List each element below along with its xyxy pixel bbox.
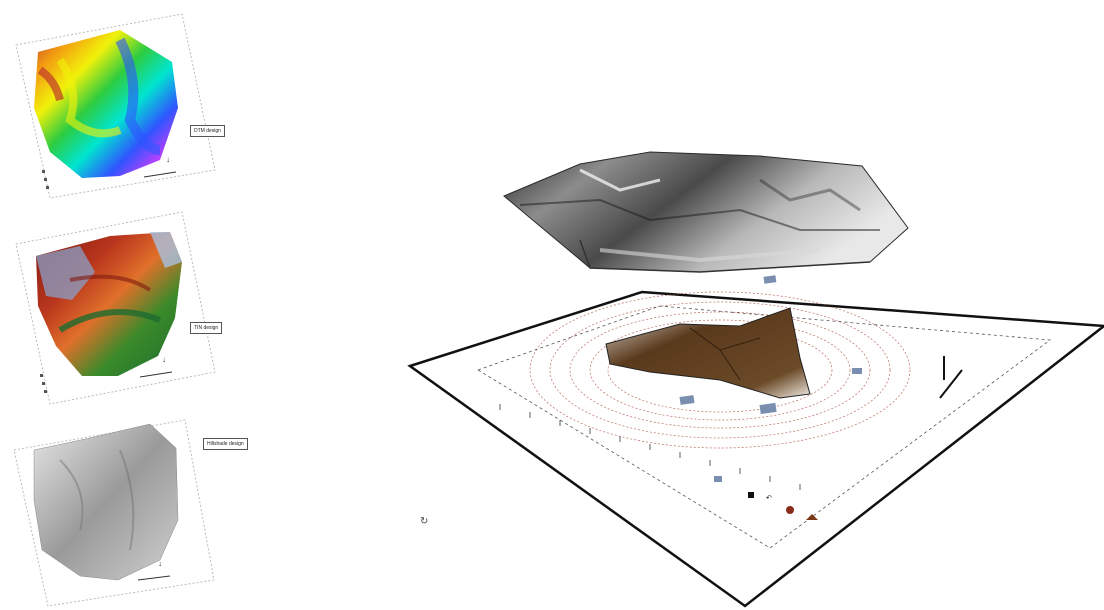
tin-panel: ↓ [15,211,216,405]
plan-north-arrow [939,356,963,399]
hillshade-surface [33,423,179,581]
svg-text:↶: ↶ [766,495,772,502]
hillshade-label: Hillshade design [203,438,248,450]
svg-text:↓: ↓ [158,559,162,568]
dtm-panel: ↓ [15,13,216,199]
orbit-icon[interactable]: ↻ [420,516,428,527]
hillshade-panel: ↓ [13,419,215,607]
site-plan-plane: ↶ [407,275,1104,608]
pit-surface [605,307,811,399]
svg-text:↓: ↓ [166,155,170,164]
site-buildings [679,275,862,482]
svg-text:↓: ↓ [162,355,166,364]
dtm-label: DTM design [190,125,225,137]
plan-legend: ↶ [748,492,818,520]
terrain-surface-3d [503,151,909,273]
grid-ticks [499,404,801,490]
plane-frame [407,290,1104,608]
tin-label: TIN design [190,322,223,334]
